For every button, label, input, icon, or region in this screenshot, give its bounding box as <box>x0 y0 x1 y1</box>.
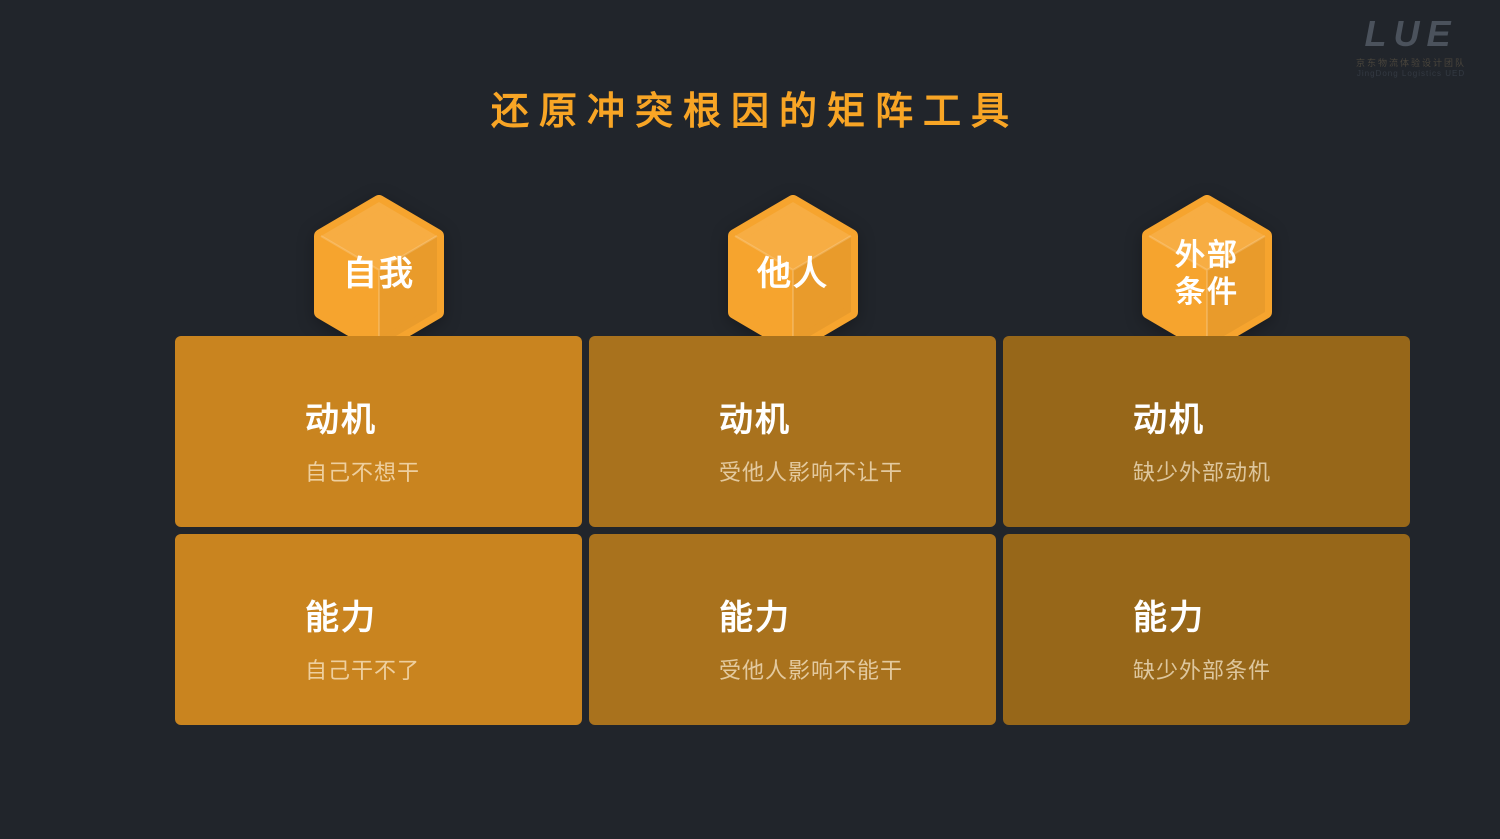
cell-desc: 缺少外部动机 <box>1133 460 1272 486</box>
cell-desc: 缺少外部条件 <box>1133 658 1272 684</box>
badge-external: 外部 条件 <box>1137 192 1277 356</box>
cell-title: 能力 <box>305 599 377 637</box>
brand-logo-subtitle-cn: 京东物流体验设计团队 <box>1355 57 1466 68</box>
brand-logo-text: LUE <box>1364 13 1458 54</box>
matrix-cell-external-ability: 能力 缺少外部条件 <box>1003 534 1410 725</box>
badge-others-label: 他人 <box>757 254 829 293</box>
brand-logo: LUE 京东物流体验设计团队 JingDong Logistics UED <box>1356 14 1466 78</box>
cell-desc: 受他人影响不让干 <box>719 460 904 486</box>
cell-desc: 受他人影响不能干 <box>719 658 904 684</box>
badge-external-label: 外部 条件 <box>1175 238 1239 310</box>
cell-title: 能力 <box>1133 599 1205 637</box>
matrix-cell-others-motivation: 动机 受他人影响不让干 <box>589 336 996 527</box>
cell-desc: 自己干不了 <box>305 658 421 684</box>
matrix-grid: 动机 自己不想干 动机 受他人影响不让干 动机 缺少外部动机 能力 自己干不了 … <box>175 336 1410 725</box>
page-title: 还原冲突根因的矩阵工具 <box>490 91 1019 133</box>
brand-logo-subtitle-en: JingDong Logistics UED <box>1356 68 1466 78</box>
matrix-cell-self-motivation: 动机 自己不想干 <box>175 336 582 527</box>
badge-self-label: 自我 <box>343 254 415 293</box>
badge-others: 他人 <box>723 192 863 356</box>
cell-title: 动机 <box>1133 401 1205 439</box>
cell-title: 能力 <box>719 599 791 637</box>
badge-self: 自我 <box>309 192 449 356</box>
cell-title: 动机 <box>305 401 377 439</box>
cell-title: 动机 <box>719 401 791 439</box>
matrix-cell-others-ability: 能力 受他人影响不能干 <box>589 534 996 725</box>
matrix-cell-self-ability: 能力 自己干不了 <box>175 534 582 725</box>
cell-desc: 自己不想干 <box>305 460 421 486</box>
matrix-cell-external-motivation: 动机 缺少外部动机 <box>1003 336 1410 527</box>
